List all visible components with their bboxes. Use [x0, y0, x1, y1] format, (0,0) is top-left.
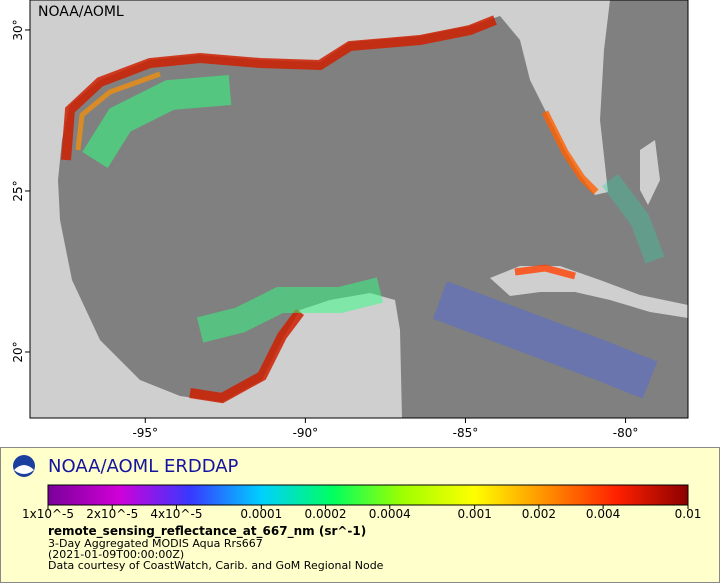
legend-title: NOAA/AOML ERDDAP	[48, 456, 239, 477]
colorbar-tick-label: 0.01	[675, 507, 702, 521]
colorbar-tick-label: 0.004	[586, 507, 620, 521]
time-label: (2021-01-09T00:00:00Z)	[48, 548, 184, 561]
cuba	[490, 266, 688, 318]
colorbar-tick-label: 0.0004	[369, 507, 411, 521]
coastal-band	[541, 110, 599, 195]
map-area	[30, 0, 688, 418]
x-tick-label: -80°	[613, 426, 639, 440]
y-tick-label: 25°	[11, 180, 25, 201]
colorbar-ticks: 1x10^-5 2x10^-5 4x10^-5 0.0001 0.0002 0.0004 0…	[22, 505, 701, 521]
credit: Data courtesy of CoastWatch, Carib. and …	[48, 559, 384, 572]
colorbar-tick-label: 2x10^-5	[86, 507, 138, 521]
colorbar-tick-label: 0.0001	[240, 507, 282, 521]
noaa-logo	[13, 455, 35, 477]
map-frame	[29, 0, 689, 419]
speckle-band	[432, 281, 658, 399]
colorbar-tick-label: 0.001	[457, 507, 491, 521]
colorbar-tick-label: 4x10^-5	[150, 507, 202, 521]
coastal-band	[514, 264, 576, 280]
y-tick-label: 30°	[11, 19, 25, 40]
coastal-band	[75, 71, 161, 151]
map-ticks: -95° -90° -85° -80° 30° 25° 20°	[11, 19, 638, 440]
x-tick-label: -85°	[453, 426, 479, 440]
legend-panel	[0, 447, 720, 583]
coastal-band	[189, 309, 304, 404]
logo-bird	[14, 465, 34, 474]
colorbar-tick-label: 0.0002	[305, 507, 347, 521]
bahamas	[640, 140, 660, 205]
speckle-band	[602, 174, 665, 264]
variable-name: remote_sensing_reflectance_at_667_nm (sr…	[48, 524, 366, 539]
colorbar	[47, 484, 689, 506]
attribution: NOAA/AOML	[38, 4, 124, 20]
coastal-band	[61, 15, 497, 161]
x-tick-label: -90°	[293, 426, 319, 440]
coastal-band	[82, 75, 232, 168]
colorbar-tick-label: 1x10^-5	[22, 507, 74, 521]
y-tick-label: 20°	[11, 341, 25, 362]
colorbar-tick-label: 0.002	[522, 507, 556, 521]
dataset-name: 3-Day Aggregated MODIS Aqua Rrs667	[48, 537, 263, 550]
x-tick-label: -95°	[132, 426, 158, 440]
coastal-band	[196, 277, 384, 343]
